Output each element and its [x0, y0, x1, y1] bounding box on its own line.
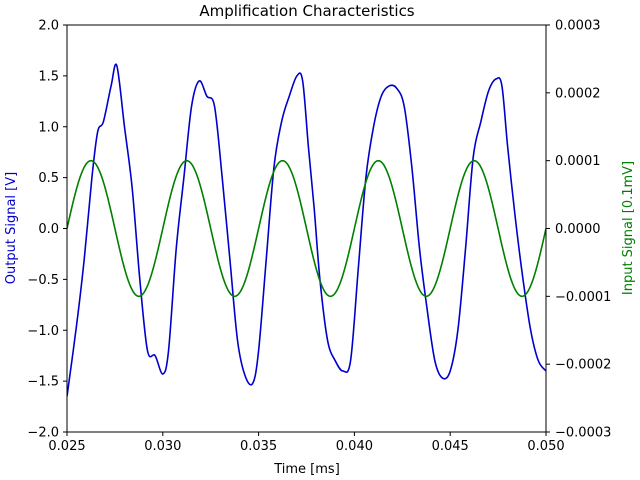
left-y-tick-label: −2.0 [27, 426, 59, 441]
x-tick-label: 0.025 [48, 439, 85, 454]
left-y-tick-label: 0.5 [38, 171, 59, 186]
output-signal-line [67, 63, 546, 397]
x-axis-label: Time [ms] [273, 462, 340, 477]
right-y-tick-label: 0.0003 [555, 19, 601, 34]
right-y-axis: −0.0003 −0.0002 −0.0001 0.0000 0.0001 0.0002 0… [546, 19, 611, 441]
left-y-axis: −2.0 −1.5 −1.0 −0.5 0.0 0.5 1.0 1.5 2.0 [27, 19, 67, 441]
right-y-tick-label: −0.0002 [555, 358, 611, 373]
plot-area [66, 24, 547, 433]
left-y-tick-label: −1.0 [27, 324, 59, 339]
left-y-tick-label: −0.5 [27, 273, 59, 288]
chart-title: Amplification Characteristics [199, 2, 414, 20]
x-tick-label: 0.030 [144, 439, 181, 454]
right-y-tick-label: −0.0003 [555, 426, 611, 441]
left-y-axis-label: Output Signal [V] [4, 172, 19, 284]
left-y-tick-label: 0.0 [38, 222, 59, 237]
right-y-tick-label: 0.0002 [555, 86, 601, 101]
input-signal-line [67, 159, 546, 298]
x-tick-label: 0.035 [240, 439, 277, 454]
x-axis: 0.025 0.030 0.035 0.040 0.045 0.050 [48, 432, 565, 454]
x-tick-label: 0.045 [432, 439, 469, 454]
left-y-tick-label: −1.5 [27, 375, 59, 390]
left-y-tick-label: 1.0 [38, 120, 59, 135]
right-y-tick-label: −0.0001 [555, 290, 611, 305]
right-y-tick-label: 0.0000 [555, 222, 601, 237]
right-y-tick-label: 0.0001 [555, 154, 601, 169]
x-tick-label: 0.040 [336, 439, 373, 454]
right-y-axis-label: Input Signal [0.1mV] [621, 161, 636, 295]
left-y-tick-label: 2.0 [38, 19, 59, 34]
left-y-tick-label: 1.5 [38, 69, 59, 84]
x-tick-label: 0.050 [527, 439, 564, 454]
